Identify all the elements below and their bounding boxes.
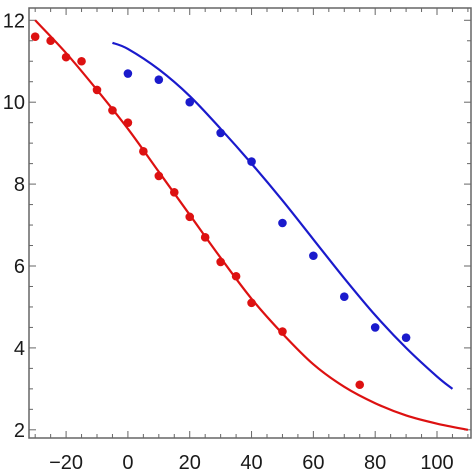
data-point-series-1 (231, 271, 241, 281)
data-point-series-1 (200, 233, 210, 242)
axis-ticks (29, 8, 471, 438)
x-tick-label: 60 (302, 452, 324, 474)
data-point-series-2 (339, 292, 349, 302)
x-tick-label: 100 (420, 452, 453, 474)
x-tick-label: 0 (122, 452, 133, 474)
data-point-series-2 (370, 323, 380, 332)
data-point-series-2 (401, 333, 411, 342)
x-tick-label: 40 (240, 452, 262, 474)
y-tick-label: 12 (3, 10, 25, 32)
data-point-series-1 (108, 106, 117, 115)
data-point-series-1 (169, 187, 179, 197)
data-point-series-2 (278, 218, 287, 228)
data-point-series-1 (139, 147, 148, 156)
data-point-series-1 (77, 56, 86, 66)
y-tick-label: 4 (14, 338, 25, 360)
data-point-series-1 (123, 118, 133, 127)
data-point-series-1 (355, 380, 365, 390)
data-point-series-2 (309, 251, 318, 261)
plot-frame (28, 7, 472, 439)
data-point-series-1 (154, 171, 164, 181)
y-tick-label: 6 (14, 256, 25, 278)
data-point-series-1 (247, 298, 256, 308)
x-tick-labels: −20 0 20 40 60 80 100 (49, 452, 454, 474)
data-point-series-1 (278, 327, 287, 336)
x-tick-label: 20 (179, 452, 201, 474)
data-point-series-1 (92, 85, 102, 95)
data-point-series-2 (123, 69, 133, 78)
data-point-series-1 (216, 257, 225, 267)
data-point-series-1 (185, 212, 195, 222)
data-point-series-1 (61, 52, 71, 62)
fit-curve-2 (112, 41, 454, 390)
x-tick-label: 80 (364, 452, 386, 474)
fit-curves (34, 19, 469, 431)
y-tick-label: 8 (14, 174, 25, 196)
data-point-series-2 (216, 128, 225, 138)
data-point-series-2 (154, 75, 164, 84)
fit-curve-1 (34, 19, 469, 431)
y-tick-label: 2 (14, 420, 25, 442)
x-tick-label: −20 (49, 452, 83, 474)
data-point-series-1 (46, 36, 55, 46)
data-point-series-2 (185, 97, 195, 107)
data-point-series-2 (247, 157, 256, 166)
y-tick-labels: 2 4 6 8 10 12 (3, 10, 25, 442)
y-tick-label: 10 (3, 92, 25, 114)
data-point-series-1 (30, 32, 40, 41)
data-points (30, 32, 411, 390)
